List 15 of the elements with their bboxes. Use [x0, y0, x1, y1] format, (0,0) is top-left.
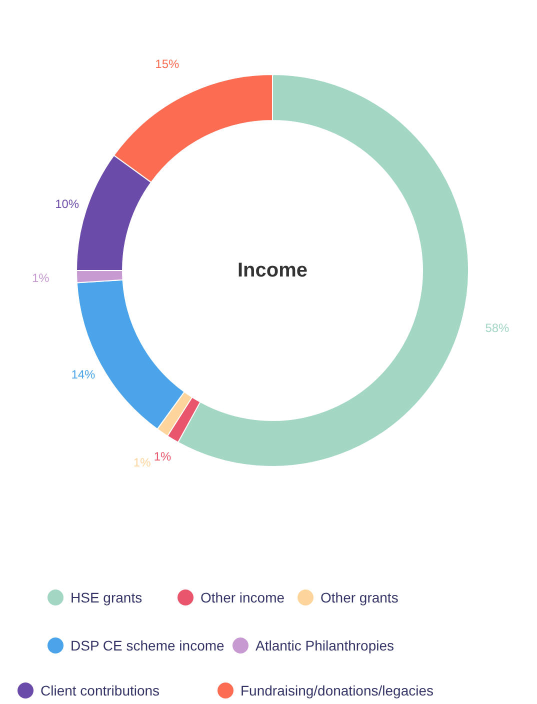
legend-label: Other income	[200, 590, 285, 606]
text: Income	[237, 260, 308, 282]
data-label: 10%	[55, 196, 80, 211]
legend-label: DSP CE scheme income	[70, 638, 225, 654]
legend-label: Other grants	[320, 590, 398, 606]
data-label: 1%	[32, 270, 50, 285]
legend-label: HSE grants	[70, 590, 142, 606]
legend-label: Fundraising/donations/legacies	[240, 682, 434, 698]
data-label: 1%	[133, 455, 152, 470]
data-label: 14%	[71, 368, 96, 382]
data-label: 58%	[485, 321, 510, 336]
data-label: 15%	[155, 56, 180, 71]
legend-label: Client contributions	[40, 682, 160, 698]
legend-label: Atlantic Philanthropies	[256, 638, 394, 654]
data-label: 1%	[154, 449, 172, 464]
